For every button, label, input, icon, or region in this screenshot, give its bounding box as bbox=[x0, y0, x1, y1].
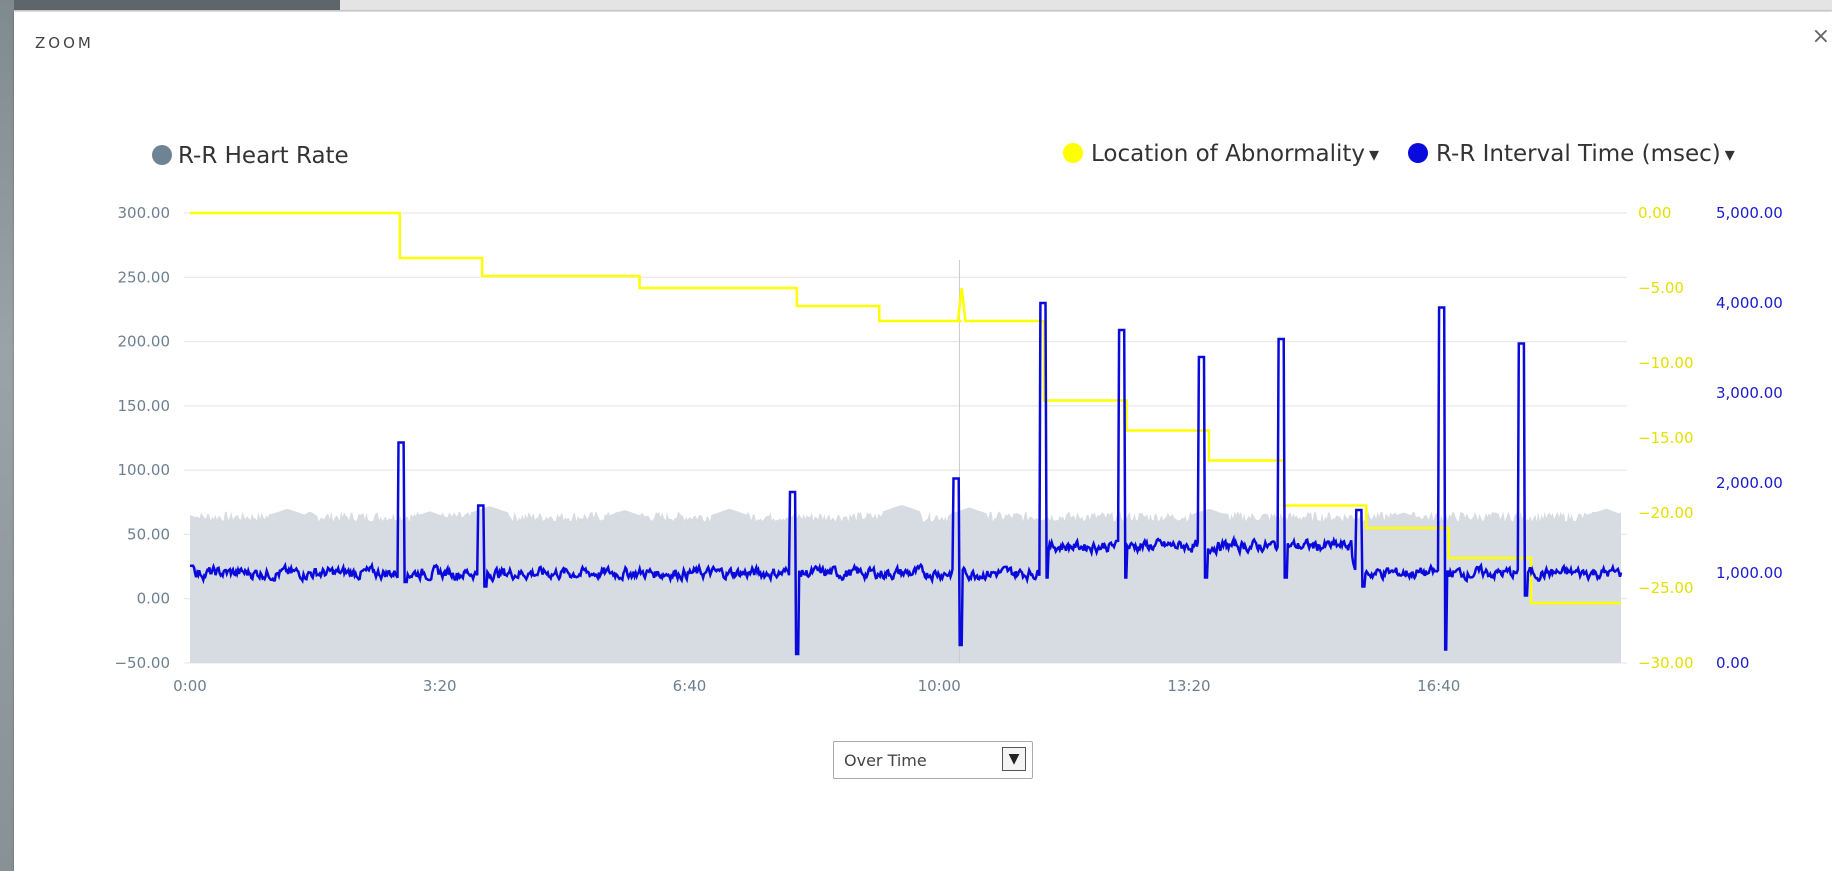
heart-rate-area bbox=[190, 505, 1621, 663]
legend-rr-interval-marker[interactable] bbox=[1408, 143, 1428, 163]
y-left-tick-label: −50.00 bbox=[114, 654, 170, 672]
y-left-tick-label: 250.00 bbox=[118, 268, 171, 286]
y-axis-right-abnormality: 0.00 −5.00 −10.00 −15.00 −20.00 −25.00 −30.00 bbox=[1638, 204, 1694, 672]
legend-heart-rate[interactable]: R-R Heart Rate bbox=[178, 143, 349, 169]
y-axis-left: 300.00 250.00 200.00 150.00 100.00 50.00 0.00 −… bbox=[114, 204, 170, 672]
y-right-rr-tick-label: 5,000.00 bbox=[1716, 204, 1783, 222]
zoom-modal: ZOOM × R-R Heart Rate Location of Abnorm… bbox=[14, 12, 1832, 871]
y-right-rr-tick-label: 2,000.00 bbox=[1716, 474, 1783, 492]
x-tick-label: 6:40 bbox=[673, 677, 707, 695]
legend-abnormality-marker[interactable] bbox=[1063, 143, 1083, 163]
abnormality-line bbox=[190, 211, 1621, 605]
y-left-tick-label: 300.00 bbox=[118, 204, 171, 222]
y-axis-right-rr-interval: 5,000.00 4,000.00 3,000.00 2,000.00 1,000.00… bbox=[1716, 204, 1783, 672]
y-left-tick-label: 50.00 bbox=[127, 525, 170, 543]
background-top-bar bbox=[0, 0, 1832, 11]
y-right-rr-tick-label: 1,000.00 bbox=[1716, 564, 1783, 582]
y-right-abnormality-tick-label: 0.00 bbox=[1638, 204, 1671, 222]
close-icon[interactable]: × bbox=[1811, 24, 1830, 49]
y-right-rr-tick-label: 3,000.00 bbox=[1716, 384, 1783, 402]
y-left-tick-label: 100.00 bbox=[118, 461, 171, 479]
chevron-down-icon[interactable]: ▼ bbox=[1002, 747, 1026, 771]
y-right-abnormality-tick-label: −20.00 bbox=[1638, 504, 1694, 522]
y-right-abnormality-tick-label: −15.00 bbox=[1638, 429, 1694, 447]
legend-heart-rate-marker[interactable] bbox=[152, 145, 172, 165]
view-mode-selected: Over Time bbox=[844, 751, 927, 770]
y-right-abnormality-tick-label: −30.00 bbox=[1638, 654, 1694, 672]
modal-title: ZOOM bbox=[35, 34, 94, 52]
legend-abnormality-dropdown-icon: ▾ bbox=[1369, 142, 1379, 166]
rr-interval-line bbox=[190, 301, 1623, 656]
y-right-rr-tick-label: 4,000.00 bbox=[1716, 294, 1783, 312]
y-left-tick-label: 0.00 bbox=[137, 590, 170, 608]
legend-abnormality[interactable]: Location of Abnormality ▾ bbox=[1091, 141, 1379, 167]
x-tick-label: 13:20 bbox=[1167, 677, 1210, 695]
legend-rr-interval-dropdown-icon: ▾ bbox=[1725, 142, 1735, 166]
y-left-tick-label: 150.00 bbox=[118, 397, 171, 415]
y-right-abnormality-tick-label: −5.00 bbox=[1638, 279, 1684, 297]
y-right-rr-tick-label: 0.00 bbox=[1716, 654, 1749, 672]
legend-rr-interval[interactable]: R-R Interval Time (msec) ▾ bbox=[1436, 141, 1735, 167]
y-right-abnormality-tick-label: −10.00 bbox=[1638, 354, 1694, 372]
background-sidebar bbox=[0, 0, 14, 871]
y-left-tick-label: 200.00 bbox=[118, 333, 171, 351]
x-tick-label: 3:20 bbox=[423, 677, 457, 695]
x-tick-label: 10:00 bbox=[918, 677, 961, 695]
x-tick-label: 16:40 bbox=[1417, 677, 1460, 695]
legend: R-R Heart Rate Location of Abnormality ▾ … bbox=[152, 141, 1735, 169]
x-tick-label: 0:00 bbox=[173, 677, 207, 695]
chart: R-R Heart Rate Location of Abnormality ▾ … bbox=[114, 141, 1783, 695]
y-right-abnormality-tick-label: −25.00 bbox=[1638, 579, 1694, 597]
view-mode-select[interactable]: Over Time ▼ bbox=[833, 741, 1033, 779]
x-axis: 0:00 3:20 6:40 10:00 13:20 16:40 bbox=[173, 677, 1460, 695]
